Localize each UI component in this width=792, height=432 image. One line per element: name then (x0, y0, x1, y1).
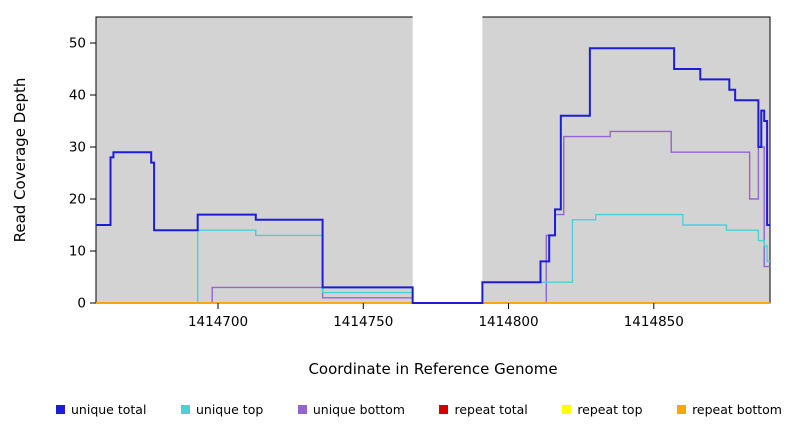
x-tick-label: 1414700 (188, 314, 248, 330)
legend-item-repeat-top: repeat top (562, 401, 643, 417)
y-tick-label: 0 (77, 296, 86, 312)
x-tick-label: 1414750 (333, 314, 393, 330)
legend-item-repeat-total: repeat total (439, 401, 528, 417)
legend-label: unique top (195, 401, 264, 417)
legend-label: unique total (71, 401, 147, 417)
series-line-unique-bottom (96, 130, 770, 304)
legend-swatch-icon (180, 404, 190, 414)
legend-label: repeat bottom (692, 401, 782, 417)
legend-label: unique bottom (312, 401, 405, 417)
legend-label: repeat top (577, 401, 643, 417)
legend: unique total unique top unique bottom repea… (0, 398, 792, 420)
legend-swatch-icon (297, 404, 307, 414)
legend-swatch-icon (56, 404, 65, 414)
y-tick-label: 40 (69, 88, 86, 104)
legend-swatch-icon (562, 404, 572, 414)
y-tick-label: 20 (69, 192, 86, 208)
legend-swatch-icon (439, 404, 449, 414)
legend-item-unique-bottom: unique bottom (297, 401, 405, 417)
x-axis-label: Coordinate in Reference Genome (308, 360, 558, 378)
y-axis-label: Read Coverage Depth (11, 77, 29, 243)
series-line-unique-top (96, 213, 770, 304)
legend-item-repeat-bottom: repeat bottom (677, 402, 782, 417)
legend-item-unique-total: unique total (56, 402, 146, 417)
gap-region-band (412, 16, 483, 304)
legend-label: repeat total (454, 401, 528, 417)
y-tick-label: 10 (69, 244, 86, 260)
x-tick-label: 1414850 (624, 314, 684, 330)
y-tick-label: 30 (69, 140, 86, 156)
legend-swatch-icon (677, 404, 687, 414)
series-line-unique-total (96, 47, 770, 304)
y-tick-label: 50 (69, 36, 86, 52)
x-tick-label: 1414800 (478, 314, 538, 330)
legend-item-unique-top: unique top (180, 401, 264, 417)
